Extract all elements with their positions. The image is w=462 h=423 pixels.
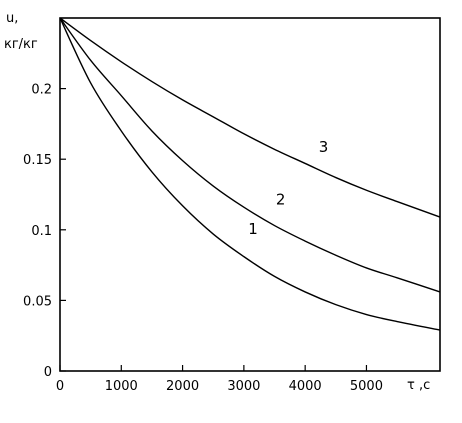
x-tick-label: 1000 xyxy=(105,379,138,394)
x-axis-label: τ ,c xyxy=(407,378,430,393)
x-tick-label: 5000 xyxy=(350,379,383,394)
y-axis-label-line2: кг/кг xyxy=(4,37,38,52)
y-tick-label: 0.15 xyxy=(23,153,52,168)
y-axis: 0 0.05 0.1 0.15 0.2 xyxy=(23,83,66,380)
plot-frame xyxy=(59,17,441,372)
curve-label-2: 2 xyxy=(276,190,286,208)
series-line-1 xyxy=(59,17,441,331)
y-tick-label: 0 xyxy=(44,365,52,380)
y-tick-label: 0.05 xyxy=(23,294,52,309)
series-line-3 xyxy=(59,17,441,218)
curve-labels: 12 3 xyxy=(248,138,328,238)
x-axis: 0 1000 2000 3000 4000 5000 xyxy=(56,365,383,394)
series-line-2 xyxy=(59,17,441,293)
curve-label-3: 3 xyxy=(319,138,329,156)
x-tick-label: 4000 xyxy=(289,379,322,394)
curve-label-1: 1 xyxy=(248,220,258,238)
y-axis-label-line1: u, xyxy=(6,11,18,26)
x-tick-label: 3000 xyxy=(227,379,260,394)
y-tick-label: 0.2 xyxy=(31,83,52,98)
x-tick-label: 2000 xyxy=(166,379,199,394)
curves xyxy=(59,17,441,331)
y-tick-label: 0.1 xyxy=(31,224,52,239)
x-tick-label: 0 xyxy=(56,379,64,394)
